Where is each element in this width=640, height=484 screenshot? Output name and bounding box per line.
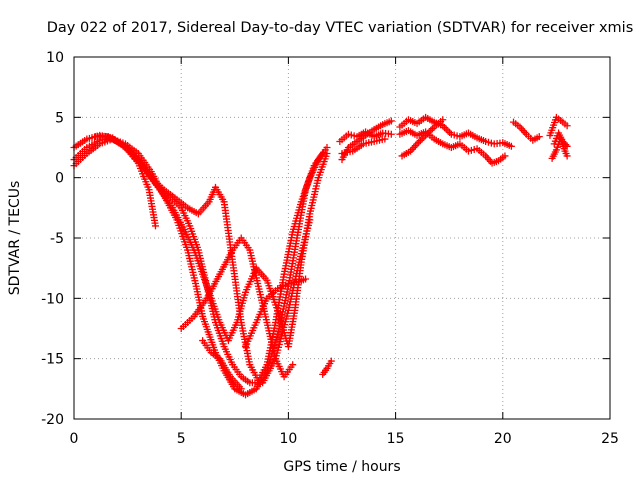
series-track-4 [91,133,331,351]
data-point [563,152,571,160]
data-point [501,152,509,160]
series-track-19 [550,129,571,150]
data-point [415,138,423,146]
data-point [439,116,447,124]
x-tick-label: 25 [601,431,619,447]
y-tick-label: 10 [46,50,64,66]
y-tick-label: -10 [41,291,64,307]
data-point [563,122,571,130]
series-track-6 [177,234,297,381]
series-track-17 [546,113,571,139]
data-point [306,216,314,224]
series-track-5 [102,133,314,387]
series-track-16 [510,118,543,144]
data-point [237,385,245,393]
series-track-7 [199,337,245,393]
data-point [302,275,310,283]
x-tick-label: 5 [177,431,186,447]
data-point [387,130,395,138]
data-point [323,150,331,158]
data-point [327,357,335,365]
x-axis-label: GPS time / hours [283,459,400,475]
y-tick-label: -20 [41,412,64,428]
x-tick-label: 10 [279,431,297,447]
y-tick-label: -5 [50,231,64,247]
data-point [381,135,389,143]
x-tick-label: 0 [70,431,79,447]
data-point [289,361,297,369]
y-axis-label: SDTVAR / TECUs [7,181,23,296]
chart-title: Day 022 of 2017, Sidereal Day-to-day VTE… [47,20,634,36]
data-point [428,125,436,133]
data-point [442,125,450,133]
axis-ticks: 0 5 10 15 20 25 -20 -15 -10 -5 0 5 10 [41,50,619,447]
y-tick-label: 5 [55,110,64,126]
data-point [151,222,159,230]
data-point [323,144,331,151]
series-layer [70,113,571,399]
data-point [387,117,395,125]
data-point [535,133,543,141]
x-tick-label: 15 [387,431,405,447]
data-point [562,141,570,149]
data-point [444,127,452,135]
series-track-1 [70,131,159,230]
series-track-8 [242,275,310,351]
grid [74,57,610,419]
series-track-9 [319,357,335,378]
x-tick-label: 20 [494,431,512,447]
data-point [563,142,571,150]
series-track-15 [398,116,447,160]
y-tick-label: 0 [55,171,64,187]
series-track-12 [338,135,389,158]
y-tick-label: -15 [41,352,64,368]
series-track-11 [336,128,395,145]
data-point [416,137,424,145]
data-point [507,142,515,150]
